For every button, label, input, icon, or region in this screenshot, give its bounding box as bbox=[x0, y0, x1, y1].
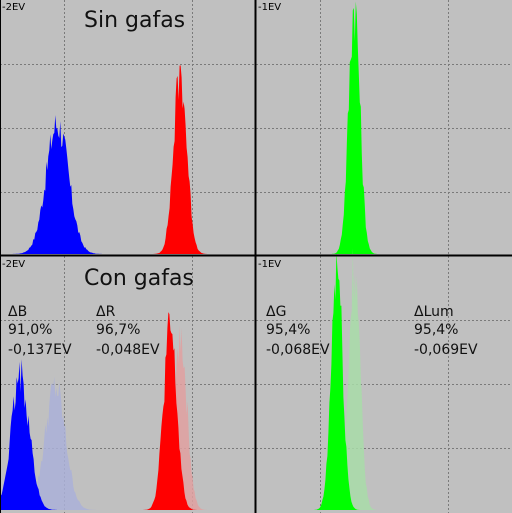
stat-ev-b: -0,137EV bbox=[8, 342, 72, 358]
stat-pct-g: 95,4% bbox=[266, 322, 310, 338]
stat-ev-g: -0,068EV bbox=[266, 342, 330, 358]
histogram-top-left-series-1 bbox=[154, 65, 207, 254]
stat-ev-r: -0,048EV bbox=[96, 342, 160, 358]
ev-label-bottom-left: -2EV bbox=[2, 259, 25, 270]
stat-label-b: ΔB bbox=[8, 304, 27, 320]
stat-pct-r: 96,7% bbox=[96, 322, 140, 338]
stat-ev-lum: -0,069EV bbox=[414, 342, 478, 358]
stat-label-lum: ΔLum bbox=[414, 304, 454, 320]
panel-title-top-left: Sin gafas bbox=[84, 8, 185, 33]
histogram-top-left-series-0 bbox=[12, 115, 102, 254]
stat-label-r: ΔR bbox=[96, 304, 116, 320]
histogram-top-right-series-0 bbox=[332, 2, 377, 255]
stat-pct-b: 91,0% bbox=[8, 322, 52, 338]
ev-label-bottom-right: -1EV bbox=[258, 259, 281, 270]
stat-pct-lum: 95,4% bbox=[414, 322, 458, 338]
ev-label-top-left: -2EV bbox=[2, 2, 25, 13]
stat-label-g: ΔG bbox=[266, 304, 286, 320]
panel-title-bottom-left: Con gafas bbox=[84, 266, 194, 291]
ev-label-top-right: -1EV bbox=[258, 2, 281, 13]
